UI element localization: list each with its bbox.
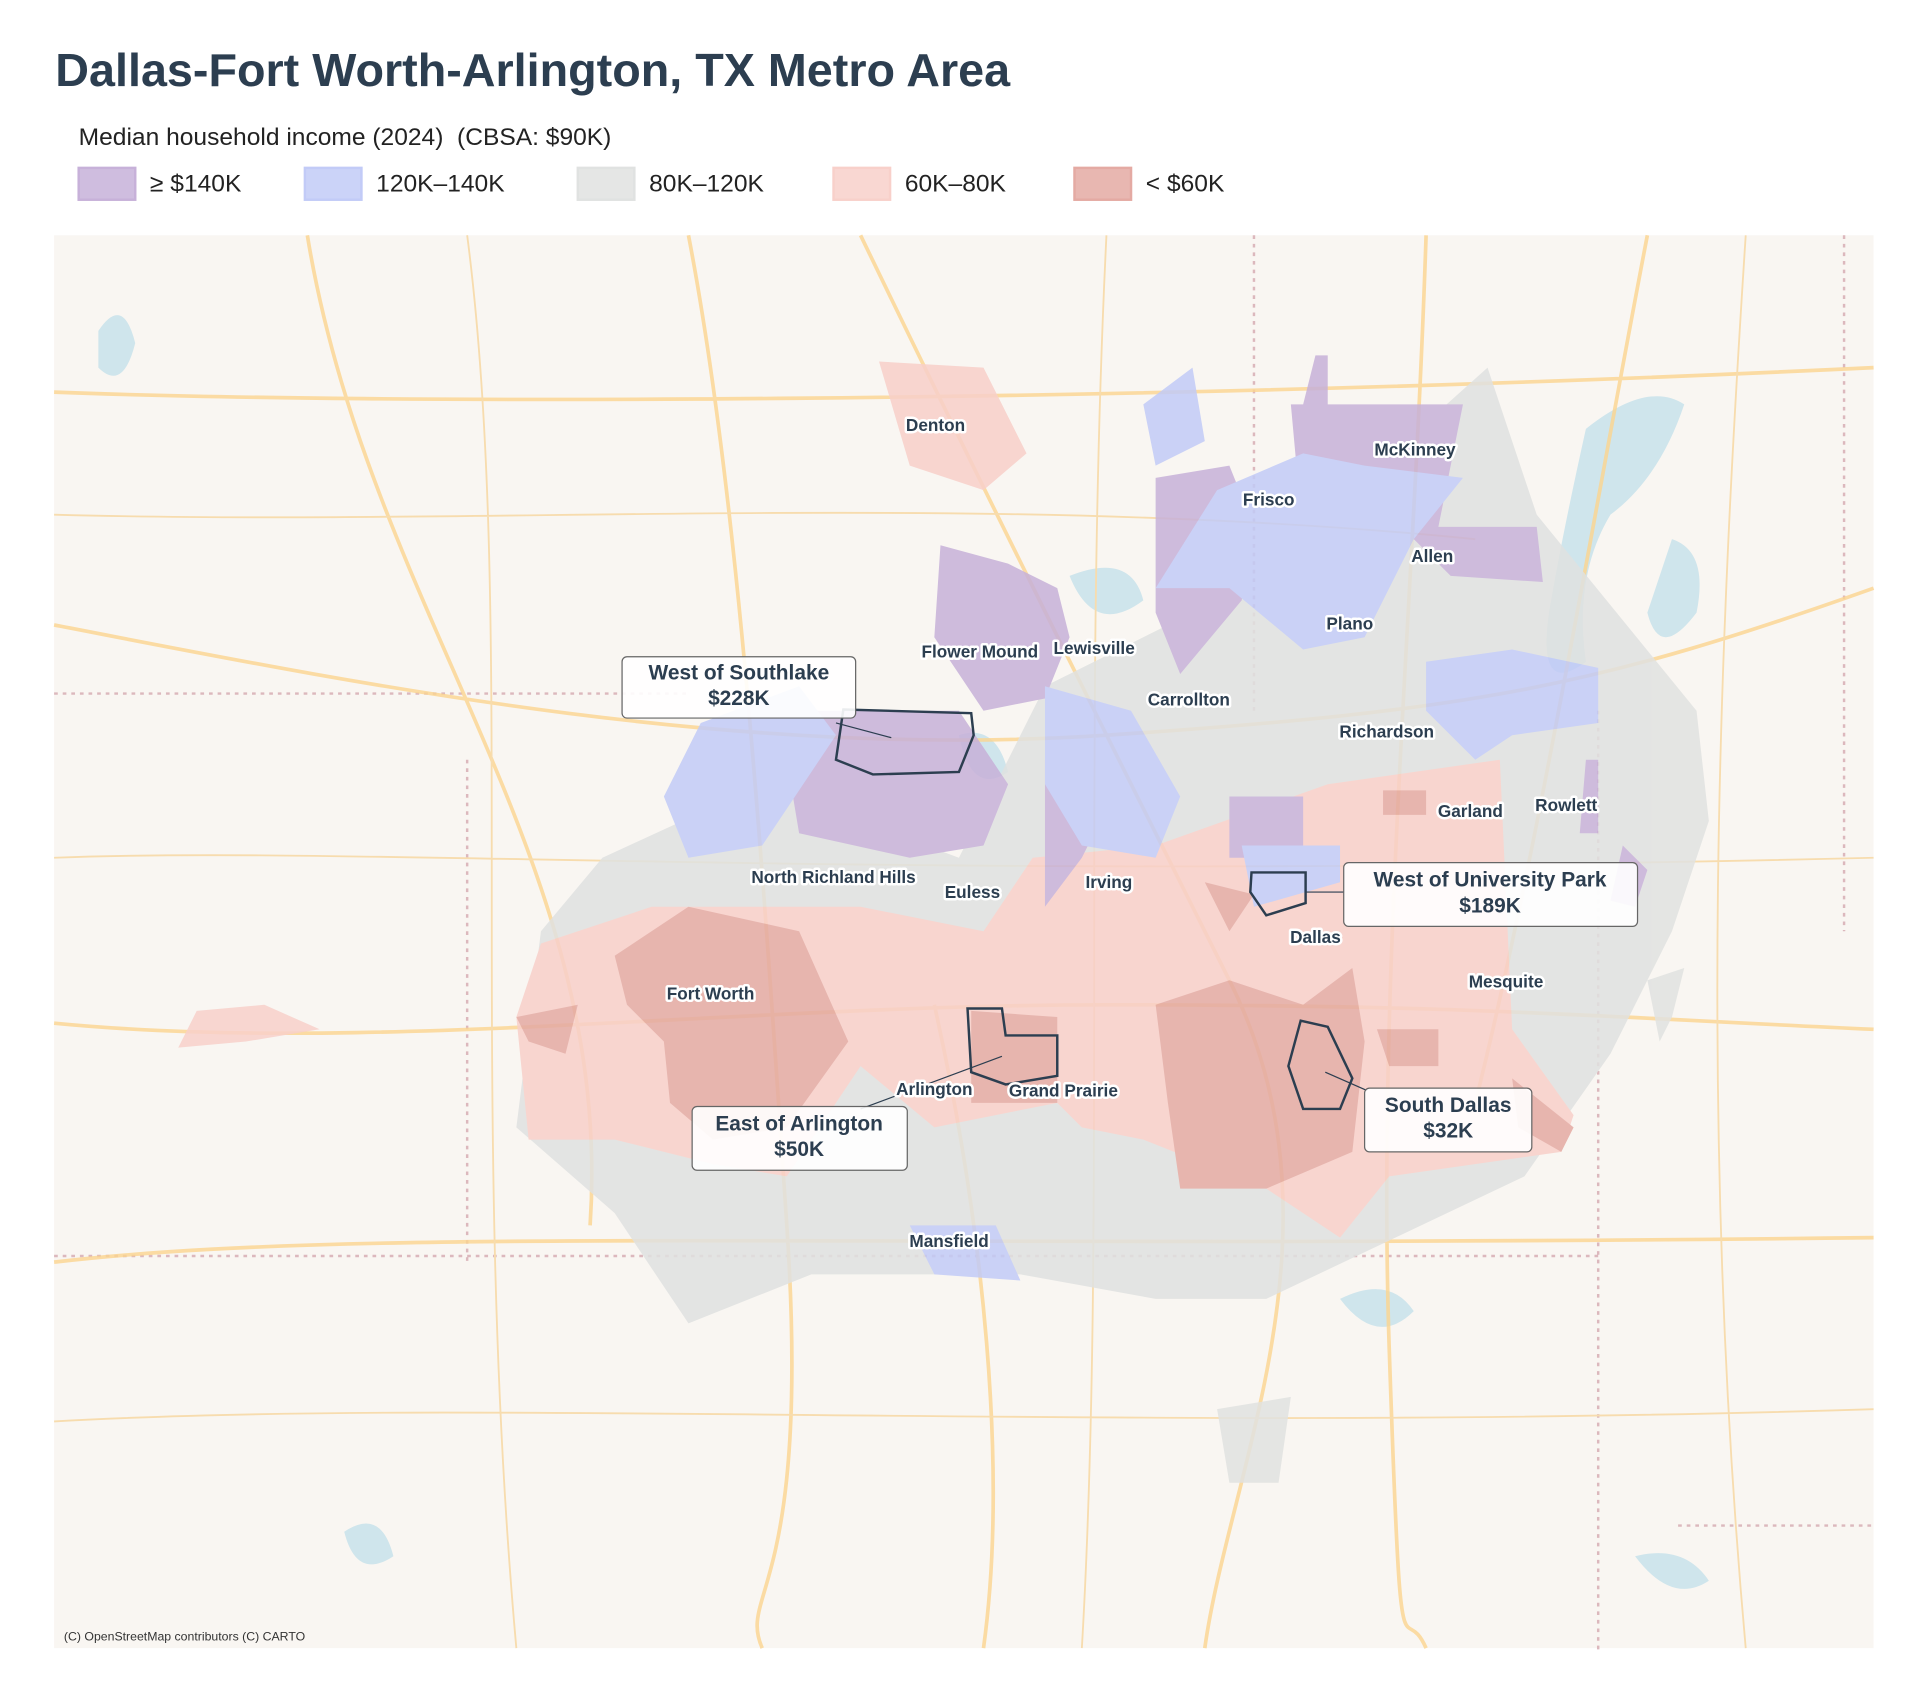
callout-leaders-part	[835, 722, 892, 739]
place-label: McKinney	[1374, 439, 1456, 459]
place-label: Grand Prairie	[1009, 1080, 1118, 1100]
place-label: Arlington	[896, 1079, 972, 1099]
place-label: Denton	[906, 415, 965, 435]
legend-swatch	[576, 166, 636, 201]
place-label: Fort Worth	[667, 984, 755, 1004]
place-label: Garland	[1438, 801, 1503, 821]
place-label: Mansfield	[909, 1231, 988, 1251]
place-label: Frisco	[1243, 490, 1295, 510]
callout-value: $189K	[1459, 894, 1521, 917]
legend-swatch	[832, 166, 892, 201]
legend-label: < $60K	[1146, 171, 1225, 198]
legend-label: 60K–80K	[905, 171, 1007, 198]
highlight-outlines-part	[1249, 871, 1307, 917]
place-label: Rowlett	[1535, 795, 1597, 815]
callout-box	[1343, 862, 1639, 927]
income-regions-part	[663, 367, 1599, 1281]
place-label: Irving	[1085, 872, 1132, 892]
place-label: Flower Mound	[922, 642, 1039, 662]
highlight-outlines-part	[1287, 1019, 1354, 1111]
legend-label: ≥ $140K	[150, 171, 242, 198]
legend-swatch	[77, 166, 137, 201]
place-label: Euless	[945, 882, 1000, 902]
place-label: Plano	[1326, 613, 1373, 633]
legend-label: 120K–140K	[376, 171, 505, 198]
place-label: North Richland Hills	[751, 867, 915, 887]
callout-leaders-part	[860, 1055, 1003, 1110]
callout-value: $32K	[1423, 1120, 1473, 1143]
legend-title: Median household income (2024) (CBSA: $9…	[79, 124, 612, 151]
attribution: (C) OpenStreetMap contributors (C) CARTO	[64, 1629, 305, 1643]
highlight-outlines	[834, 708, 1354, 1111]
title: Dallas-Fort Worth-Arlington, TX Metro Ar…	[55, 44, 1011, 96]
callout-box	[691, 1105, 908, 1171]
callout-box	[1363, 1087, 1533, 1153]
place-label: Carrollton	[1148, 689, 1230, 709]
place-label: Mesquite	[1469, 971, 1544, 991]
callout-name: West of Southlake	[648, 661, 829, 684]
income-regions-part	[516, 790, 1574, 1189]
place-label: Richardson	[1339, 721, 1434, 741]
legend-swatch	[303, 166, 363, 201]
callout-name: West of University Park	[1373, 869, 1606, 892]
callout-leaders	[835, 722, 1368, 1110]
legend: ≥ $140K 120K–140K 80K–120K 60K–80K < $60K	[77, 166, 1225, 201]
highlight-outlines-part	[966, 1007, 1059, 1086]
callout-box	[621, 656, 857, 719]
highlight-outlines-part	[834, 708, 975, 776]
callout-value: $228K	[708, 687, 770, 710]
place-label: Dallas	[1290, 927, 1341, 947]
place-label: Allen	[1411, 546, 1453, 566]
callout-value: $50K	[774, 1138, 824, 1161]
callout-name: East of Arlington	[715, 1112, 883, 1135]
basemap-part	[54, 235, 1874, 1655]
place-label: Lewisville	[1054, 638, 1135, 658]
income-regions	[178, 355, 1709, 1483]
legend-swatch	[1073, 166, 1133, 201]
callout-name: South Dallas	[1385, 1094, 1512, 1117]
callouts: West of Southlake $228K West of Universi…	[621, 656, 1639, 1171]
legend-label: 80K–120K	[649, 171, 764, 198]
callout-leaders-part	[1325, 1071, 1368, 1092]
place-labels: Denton McKinney Frisco Allen Plano Lewis…	[664, 413, 1600, 1254]
